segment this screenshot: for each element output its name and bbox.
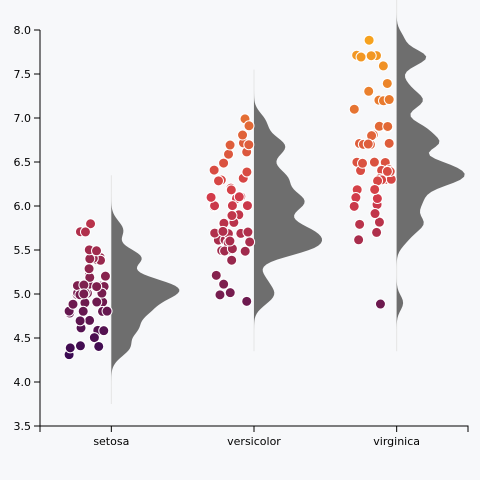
data-point-setosa xyxy=(74,315,86,327)
data-point-versicolor xyxy=(242,226,254,238)
data-point-virginica xyxy=(357,157,369,169)
y-tick-label: 6.5 xyxy=(14,156,32,169)
data-point-virginica xyxy=(382,120,394,132)
data-point-setosa xyxy=(84,314,96,326)
x-axis: setosa versicolor virginica xyxy=(39,425,469,448)
data-point-virginica xyxy=(355,51,367,63)
data-point-versicolor xyxy=(218,278,230,290)
data-point-setosa xyxy=(85,218,97,230)
y-tick-label: 6.0 xyxy=(14,200,32,213)
data-point-versicolor xyxy=(226,200,238,212)
data-point-versicolor xyxy=(243,120,255,132)
data-point-versicolor xyxy=(226,210,238,222)
density-virginica xyxy=(396,0,465,352)
data-point-virginica xyxy=(369,183,381,195)
data-point-versicolor xyxy=(218,157,230,169)
data-point-virginica xyxy=(371,226,383,238)
x-tick-label-virginica: virginica xyxy=(373,435,420,448)
plot-area xyxy=(63,0,465,404)
y-tick-label: 3.5 xyxy=(14,420,32,433)
data-point-setosa xyxy=(67,298,79,310)
y-tick-label: 4.0 xyxy=(14,376,32,389)
data-point-virginica xyxy=(363,85,375,97)
data-point-versicolor xyxy=(210,269,222,281)
data-point-versicolor xyxy=(241,166,253,178)
density-versicolor xyxy=(254,69,322,352)
data-point-setosa xyxy=(101,305,113,317)
data-point-setosa xyxy=(77,305,89,317)
data-point-setosa xyxy=(74,340,86,352)
y-tick-label: 5.5 xyxy=(14,244,32,257)
data-point-setosa xyxy=(99,270,111,282)
y-tick-label: 5.0 xyxy=(14,288,32,301)
data-point-virginica xyxy=(371,193,383,205)
data-point-setosa xyxy=(78,288,90,300)
data-point-versicolor xyxy=(237,129,249,141)
data-point-setosa xyxy=(98,325,110,337)
data-point-setosa xyxy=(64,342,76,354)
data-point-versicolor xyxy=(205,191,217,203)
y-tick-label: 4.5 xyxy=(14,332,32,345)
data-point-versicolor xyxy=(214,289,226,301)
data-point-versicolor xyxy=(223,148,235,160)
density-setosa xyxy=(111,175,180,404)
data-point-versicolor xyxy=(217,225,229,237)
data-point-versicolor xyxy=(225,184,237,196)
data-point-virginica xyxy=(374,298,386,310)
data-point-virginica xyxy=(377,60,389,72)
data-point-versicolor xyxy=(241,295,253,307)
data-point-versicolor xyxy=(208,164,220,176)
data-point-virginica xyxy=(383,137,395,149)
data-point-virginica xyxy=(348,103,360,115)
y-tick-label: 8.0 xyxy=(14,24,32,37)
data-point-setosa xyxy=(79,226,91,238)
data-point-versicolor xyxy=(244,236,256,248)
data-point-versicolor xyxy=(241,200,253,212)
data-point-virginica xyxy=(373,216,385,228)
data-point-versicolor xyxy=(224,235,236,247)
y-tick-label: 7.5 xyxy=(14,68,32,81)
data-point-versicolor xyxy=(224,139,236,151)
y-axis: 3.5 4.0 4.5 5.0 5.5 6.0 6.5 7.0 7.5 8.0 xyxy=(14,24,41,433)
data-point-versicolor xyxy=(213,175,225,187)
data-point-versicolor xyxy=(226,254,238,266)
x-tick-label-versicolor: versicolor xyxy=(227,435,281,448)
data-point-virginica xyxy=(369,208,381,220)
data-point-virginica xyxy=(354,218,366,230)
data-point-virginica xyxy=(383,94,395,106)
data-point-versicolor xyxy=(224,287,236,299)
data-point-setosa xyxy=(91,296,103,308)
y-tick-label: 7.0 xyxy=(14,112,32,125)
data-point-virginica xyxy=(363,34,375,46)
data-point-versicolor xyxy=(233,191,245,203)
x-tick-label-setosa: setosa xyxy=(93,435,129,448)
data-point-virginica xyxy=(368,156,380,168)
data-point-setosa xyxy=(91,245,103,257)
data-point-setosa xyxy=(88,332,100,344)
data-point-virginica xyxy=(381,165,393,177)
data-point-virginica xyxy=(348,200,360,212)
data-point-versicolor xyxy=(243,139,255,151)
data-point-virginica xyxy=(350,192,362,204)
data-point-virginica xyxy=(353,234,365,246)
data-point-versicolor xyxy=(239,245,251,257)
data-point-virginica xyxy=(381,77,393,89)
data-point-setosa xyxy=(91,281,103,293)
data-point-setosa xyxy=(83,263,95,275)
data-point-virginica xyxy=(365,50,377,62)
data-point-virginica xyxy=(362,138,374,150)
data-point-setosa xyxy=(93,340,105,352)
